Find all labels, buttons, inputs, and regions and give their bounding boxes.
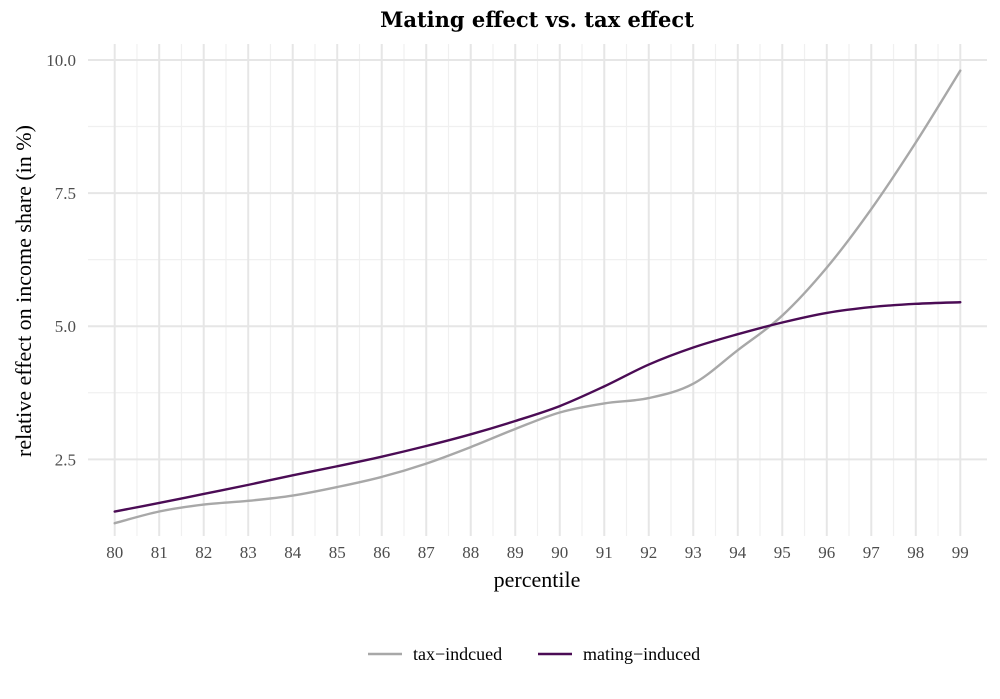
x-tick-label: 83 [240,543,257,562]
y-tick-labels: 2.5 5.0 7.5 10.0 [46,51,76,469]
x-axis-label: percentile [494,567,581,592]
x-tick-label: 98 [907,543,924,562]
grid [88,44,987,536]
y-axis-label: relative effect on income share (in %) [11,125,36,457]
x-tick-label: 88 [462,543,479,562]
y-tick-label: 7.5 [55,184,76,203]
series-lines [113,69,962,525]
x-tick-label: 86 [373,543,390,562]
x-tick-label: 85 [329,543,346,562]
x-tick-label: 97 [863,543,881,562]
x-tick-label: 91 [596,543,613,562]
legend: tax−indcued mating−induced [368,644,700,664]
y-tick-label: 2.5 [55,450,76,469]
x-tick-label: 80 [106,543,123,562]
series-line-mating-induced [113,301,962,513]
x-tick-label: 99 [952,543,969,562]
x-tick-label: 89 [507,543,524,562]
legend-label-1: mating−induced [583,644,700,664]
x-tick-label: 81 [151,543,168,562]
legend-label-0: tax−indcued [413,644,502,664]
x-tick-label: 84 [284,543,302,562]
x-tick-label: 82 [195,543,212,562]
x-tick-label: 87 [418,543,436,562]
x-tick-label: 90 [551,543,568,562]
y-tick-label: 10.0 [46,51,76,70]
x-tick-label: 95 [774,543,791,562]
y-tick-label: 5.0 [55,317,76,336]
x-tick-label: 94 [729,543,747,562]
x-tick-label: 93 [685,543,702,562]
x-tick-label: 96 [818,543,835,562]
series-line-tax-induced [113,69,962,525]
x-tick-label: 92 [640,543,657,562]
chart-title: Mating effect vs. tax effect [380,7,694,32]
x-tick-labels: 80 81 82 83 84 85 86 87 88 89 90 91 92 93 94 95 96 97 98 99 [106,543,969,562]
